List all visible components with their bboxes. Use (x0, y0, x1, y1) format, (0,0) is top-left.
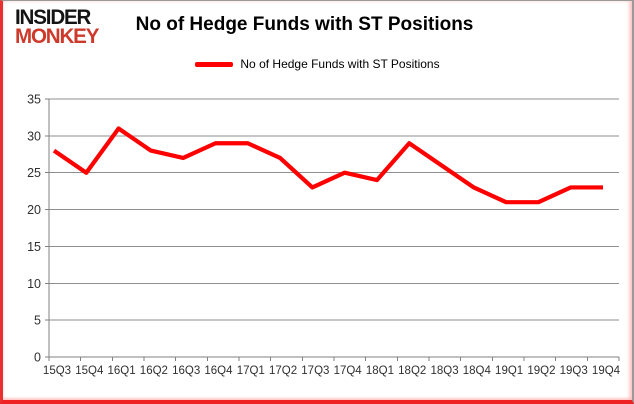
logo-line-insider: INSIDER (15, 6, 91, 29)
ytick-label-35: 35 (27, 93, 41, 107)
xtick-label-16Q1: 16Q1 (108, 365, 136, 377)
ytick-label-0: 0 (34, 351, 41, 365)
logo-line-monkey: MONKEY (15, 25, 99, 49)
legend-label: No of Hedge Funds with ST Positions (240, 57, 440, 71)
xtick-label-18Q1: 18Q1 (366, 365, 394, 377)
legend: No of Hedge Funds with ST Positions (3, 57, 632, 71)
xtick-label-19Q3: 19Q3 (560, 365, 588, 377)
xtick-label-15Q3: 15Q3 (43, 365, 71, 377)
chart-title: No of Hedge Funds with ST Positions (135, 14, 474, 35)
xtick-label-19Q2: 19Q2 (527, 365, 555, 377)
series-line (52, 126, 603, 205)
xtick-label-18Q3: 18Q3 (430, 365, 458, 377)
xtick-label-19Q4: 19Q4 (592, 365, 621, 377)
ytick-label-15: 15 (27, 240, 41, 254)
ytick-label-25: 25 (27, 166, 41, 180)
insider-monkey-logo: INSIDER MONKEY (15, 6, 99, 49)
xtick-label-17Q3: 17Q3 (301, 365, 329, 377)
ytick-label-10: 10 (27, 277, 41, 291)
ytick-label-30: 30 (27, 129, 41, 143)
xtick-label-17Q4: 17Q4 (334, 365, 363, 377)
line-chart: 0 5 10 15 20 25 30 35 15Q3 15Q4 16Q1 16Q2 16Q3 16Q4 17… (27, 93, 621, 378)
ytick-label-20: 20 (27, 203, 41, 217)
xtick-label-17Q2: 17Q2 (269, 365, 297, 377)
xtick-label-16Q3: 16Q3 (172, 365, 200, 377)
ytick-label-5: 5 (34, 314, 41, 328)
xtick-label-18Q2: 18Q2 (398, 365, 426, 377)
legend-line-swatch (195, 61, 234, 67)
xtick-label-19Q1: 19Q1 (495, 365, 523, 377)
xtick-label-18Q4: 18Q4 (463, 365, 492, 377)
xtick-label-16Q4: 16Q4 (204, 365, 233, 377)
xtick-label-17Q1: 17Q1 (237, 365, 265, 377)
xtick-label-16Q2: 16Q2 (140, 365, 168, 377)
xtick-label-15Q4: 15Q4 (75, 365, 104, 377)
